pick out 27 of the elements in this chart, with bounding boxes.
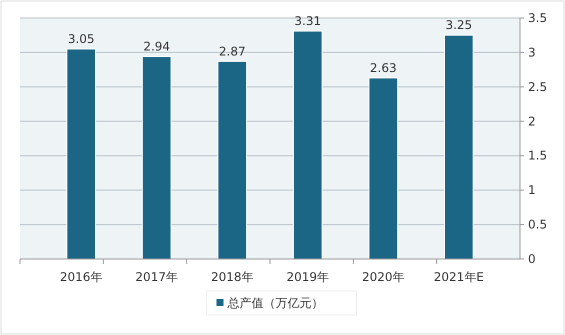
bar: [142, 56, 172, 260]
data-label: 2.63: [370, 60, 397, 75]
bar: [66, 48, 96, 260]
data-label: 2.94: [143, 40, 170, 54]
y-tick-label: 3: [528, 45, 536, 60]
bar: [292, 30, 323, 260]
x-tick-label: 2020年: [362, 270, 405, 284]
bar: [217, 60, 248, 260]
x-tick-label: 2019年: [286, 270, 330, 284]
y-tick-label: 3.5: [528, 11, 548, 25]
bar: [368, 77, 398, 260]
y-tick-label: 0: [528, 252, 536, 266]
y-tick-label: 2: [528, 114, 536, 128]
legend-label: 总产值（万亿元）: [226, 296, 324, 310]
x-tick-label: 2016年: [60, 270, 102, 284]
x-tick-label: 2017年: [135, 270, 178, 284]
y-tick-label: 2.5: [528, 80, 548, 94]
x-tick-label: 2018年: [210, 270, 254, 284]
y-tick-label: 0.5: [528, 218, 548, 232]
data-label: 3.25: [445, 18, 472, 32]
data-label: 2.87: [218, 44, 246, 58]
bar: [444, 34, 474, 260]
y-tick-label: 1: [528, 183, 536, 198]
x-tick-label: 2021年E: [434, 270, 484, 284]
data-label: 3.31: [294, 14, 322, 28]
data-label: 3.05: [68, 32, 95, 46]
y-tick-label: 1.5: [528, 148, 548, 163]
